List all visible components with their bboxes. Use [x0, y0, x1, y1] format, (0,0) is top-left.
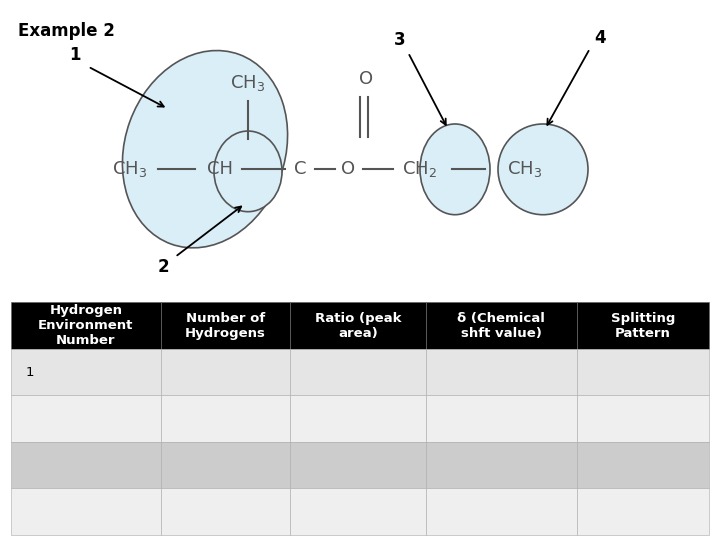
- Text: CH$_2$: CH$_2$: [402, 159, 438, 179]
- Text: O: O: [341, 160, 355, 178]
- Text: 1: 1: [69, 46, 81, 64]
- Text: CH$_3$: CH$_3$: [230, 73, 266, 93]
- Ellipse shape: [122, 51, 287, 248]
- Text: CH$_3$: CH$_3$: [112, 159, 148, 179]
- Text: O: O: [359, 70, 373, 87]
- Ellipse shape: [214, 131, 282, 212]
- Text: CH$_3$: CH$_3$: [508, 159, 543, 179]
- Text: Example 2: Example 2: [18, 22, 115, 40]
- Text: CH: CH: [207, 160, 233, 178]
- Ellipse shape: [498, 124, 588, 215]
- Text: 4: 4: [594, 29, 606, 48]
- Text: 3: 3: [394, 31, 406, 49]
- Text: 2: 2: [157, 258, 168, 276]
- Ellipse shape: [420, 124, 490, 215]
- Text: C: C: [294, 160, 306, 178]
